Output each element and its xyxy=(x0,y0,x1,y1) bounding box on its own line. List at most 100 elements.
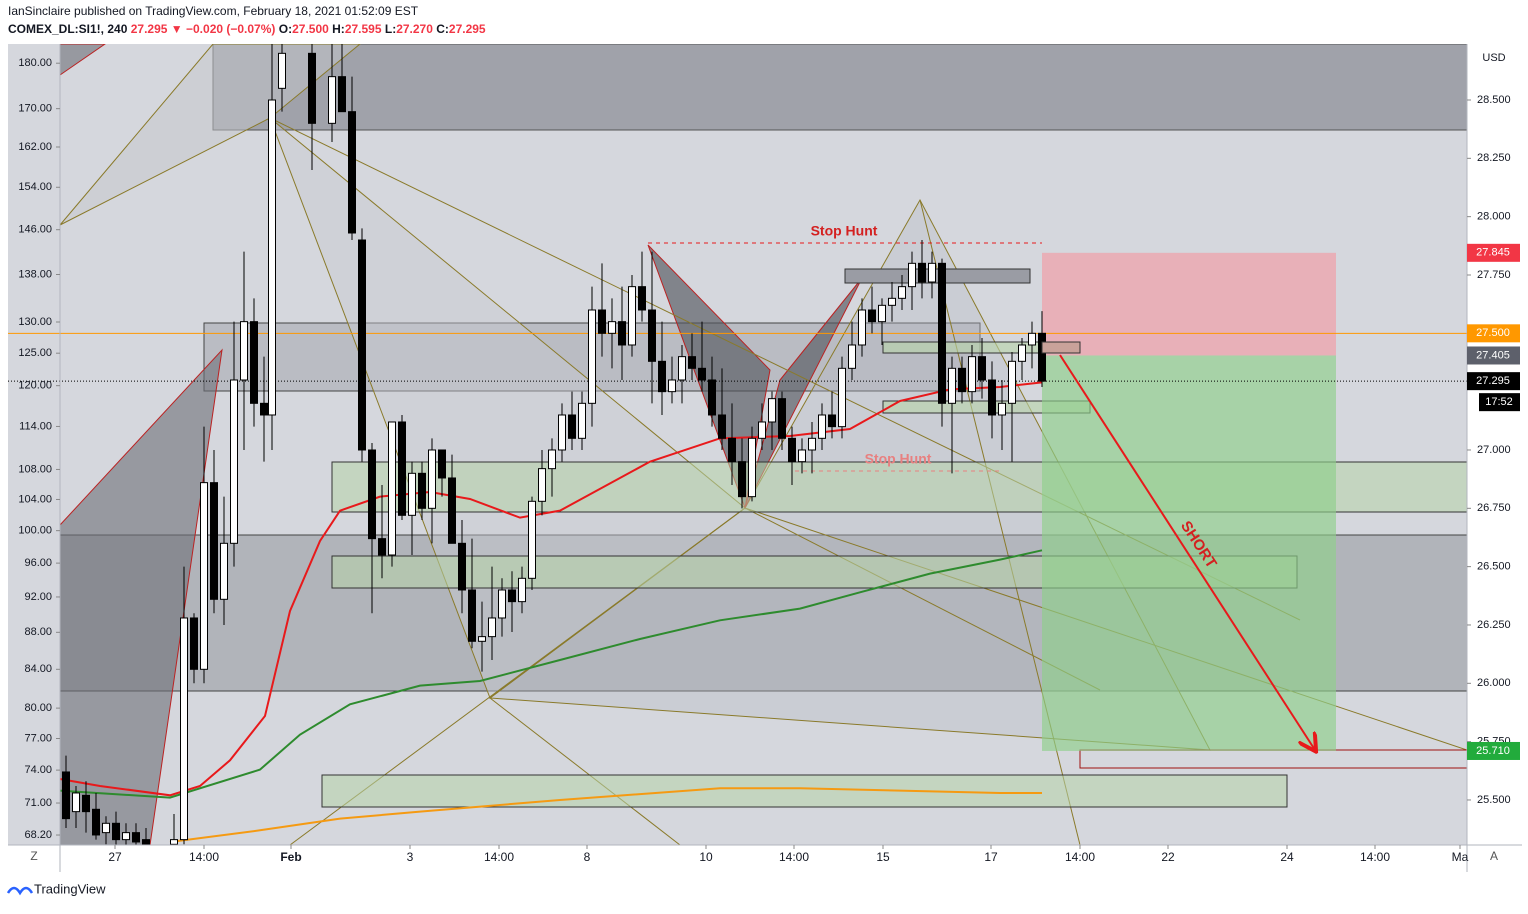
y-tick-label: 28.500 xyxy=(1477,94,1511,106)
candle-body xyxy=(598,309,606,334)
y2-tick-label: 180.00 xyxy=(18,57,52,69)
candle-body xyxy=(348,111,356,234)
candle-body xyxy=(628,286,636,346)
button[interactable]: Z xyxy=(30,849,37,863)
button[interactable]: A xyxy=(1490,849,1498,863)
y2-tick-label: 68.20 xyxy=(24,829,52,841)
candle-body xyxy=(488,617,496,638)
candle-body xyxy=(1028,332,1036,346)
candle-body xyxy=(958,367,966,393)
candle-body xyxy=(828,414,836,428)
pattern xyxy=(647,244,771,510)
candle-body xyxy=(568,414,576,439)
y-tick-label: 25.500 xyxy=(1477,794,1511,806)
candle-body xyxy=(998,402,1006,416)
pattern-line xyxy=(489,697,681,845)
candle-body xyxy=(868,309,876,323)
price-tag xyxy=(1467,243,1520,262)
candle-body xyxy=(618,321,626,346)
candle-body xyxy=(698,367,706,381)
y2-tick-label: 74.00 xyxy=(24,764,52,776)
axes: USD Z A 28.500 28.250 28.000 27.750 27.000 26… xyxy=(8,44,1522,872)
candle-body xyxy=(608,321,616,334)
zone xyxy=(321,774,1288,808)
y-tick-label: 28.000 xyxy=(1477,211,1511,223)
y-tick-label: 26.500 xyxy=(1477,561,1511,573)
moving-average xyxy=(169,787,1042,843)
candle-body xyxy=(368,449,376,540)
zone xyxy=(212,44,1467,131)
value: 27.595 xyxy=(345,22,382,36)
candle-body xyxy=(82,794,90,813)
candle-body xyxy=(92,808,100,836)
y2-tick-label: 138.00 xyxy=(18,268,52,280)
candle-body xyxy=(122,832,130,841)
y-tick-label: 26.750 xyxy=(1477,502,1511,514)
x-tick-label: 14:00 xyxy=(779,850,809,864)
label: O: xyxy=(279,22,292,36)
price-tag-label: 27.500 xyxy=(1476,327,1510,339)
candle-body xyxy=(978,356,986,381)
candle-body xyxy=(102,822,110,834)
candle-body xyxy=(250,321,258,404)
candle-body xyxy=(878,304,886,323)
price-tag-label: 27.405 xyxy=(1476,349,1510,361)
x-tick-label: 10 xyxy=(699,850,713,864)
y2-tick-label: 130.00 xyxy=(18,316,52,328)
annotation: Stop Hunt xyxy=(865,451,932,467)
countdown: 17:52 xyxy=(1485,396,1513,408)
y2-tick-label: 84.00 xyxy=(24,663,52,675)
value: 27.270 xyxy=(396,22,433,36)
candle-body xyxy=(180,617,188,841)
candle-body xyxy=(200,482,208,670)
candle-body xyxy=(778,398,786,439)
x-tick-label: 14:00 xyxy=(484,850,514,864)
x-tick-label: 14:00 xyxy=(1065,850,1095,864)
candle-body xyxy=(358,239,366,451)
candle-body xyxy=(518,577,526,603)
label: C: xyxy=(436,22,449,36)
label: L: xyxy=(385,22,396,36)
candle-body xyxy=(988,379,996,416)
candle-body xyxy=(658,360,666,393)
y2-tick-label: 88.00 xyxy=(24,626,52,638)
candle-body xyxy=(72,792,80,813)
candles xyxy=(62,44,1046,845)
y2-tick-label: 146.00 xyxy=(18,224,52,236)
y2-tick-label: 108.00 xyxy=(18,463,52,475)
price-tag-label: 27.295 xyxy=(1476,375,1510,387)
candle-body xyxy=(142,839,150,845)
price-tag xyxy=(1467,324,1520,343)
candle-body xyxy=(758,421,766,439)
change: −0.020 (−0.07%) xyxy=(186,22,275,36)
y-tick-label: 26.000 xyxy=(1477,677,1511,689)
candle-body xyxy=(408,472,416,516)
y2-tick-label: 120.00 xyxy=(18,380,52,392)
last: 27.295 xyxy=(131,22,168,36)
candle-body xyxy=(1008,360,1016,404)
candle-body xyxy=(538,468,546,502)
zone xyxy=(1041,341,1081,354)
candle-body xyxy=(438,449,446,479)
candle-body xyxy=(578,402,586,439)
y2-tick-label: 92.00 xyxy=(24,591,52,603)
candle-body xyxy=(898,286,906,299)
candle-body xyxy=(808,437,816,451)
annotation: Stop Hunt xyxy=(811,223,878,239)
label: H: xyxy=(332,22,345,36)
candle-body xyxy=(398,421,406,516)
logo xyxy=(6,886,34,896)
candle-body xyxy=(278,52,286,89)
y2-tick-label: 162.00 xyxy=(18,141,52,153)
candle-body xyxy=(738,461,746,498)
candle-body xyxy=(448,477,456,544)
candle-body xyxy=(798,449,806,463)
candle-body xyxy=(338,76,346,113)
brand: TradingView xyxy=(34,881,106,896)
candle-body xyxy=(388,421,396,556)
y2-tick-label: 96.00 xyxy=(24,557,52,569)
candle-body xyxy=(548,449,556,470)
currency: USD xyxy=(1482,52,1505,64)
x-tick-label: 14:00 xyxy=(1360,850,1390,864)
y-tick-label: 28.250 xyxy=(1477,152,1511,164)
